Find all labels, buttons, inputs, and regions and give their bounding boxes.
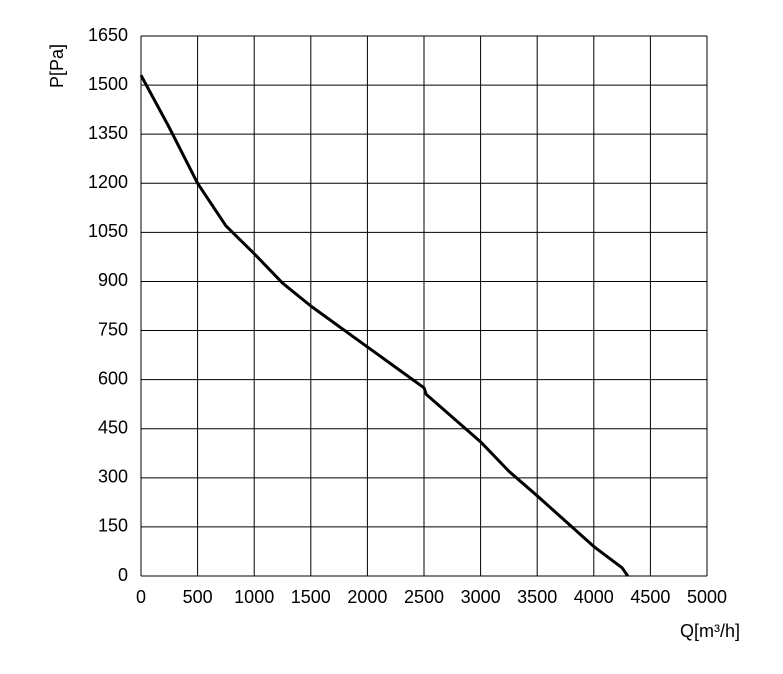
- data-line: [139, 74, 629, 577]
- x-tick-label: 2500: [404, 587, 444, 607]
- x-tick-label: 3500: [517, 587, 557, 607]
- y-tick-label: 1350: [88, 123, 128, 143]
- y-tick-label: 0: [118, 565, 128, 585]
- y-axis-label: P[Pa]: [47, 44, 67, 88]
- y-tick-label: 1050: [88, 221, 128, 241]
- x-tick-label: 4500: [630, 587, 670, 607]
- x-tick-label: 500: [183, 587, 213, 607]
- x-tick-label: 1500: [291, 587, 331, 607]
- x-axis-label: Q[m³/h]: [680, 621, 740, 641]
- y-tick-label: 150: [98, 516, 128, 536]
- x-tick-label: 1000: [234, 587, 274, 607]
- y-tick-label: 600: [98, 368, 128, 388]
- y-tick-label: 1500: [88, 74, 128, 94]
- y-tick-label: 750: [98, 319, 128, 339]
- x-tick-label: 4000: [574, 587, 614, 607]
- y-tick-label: 900: [98, 270, 128, 290]
- y-tick-label: 1200: [88, 172, 128, 192]
- y-tick-label: 450: [98, 417, 128, 437]
- x-tick-label: 3000: [461, 587, 501, 607]
- x-tick-label: 0: [136, 587, 146, 607]
- y-tick-label: 1650: [88, 25, 128, 45]
- y-tick-label: 300: [98, 467, 128, 487]
- x-tick-label: 2000: [347, 587, 387, 607]
- x-tick-label: 5000: [687, 587, 727, 607]
